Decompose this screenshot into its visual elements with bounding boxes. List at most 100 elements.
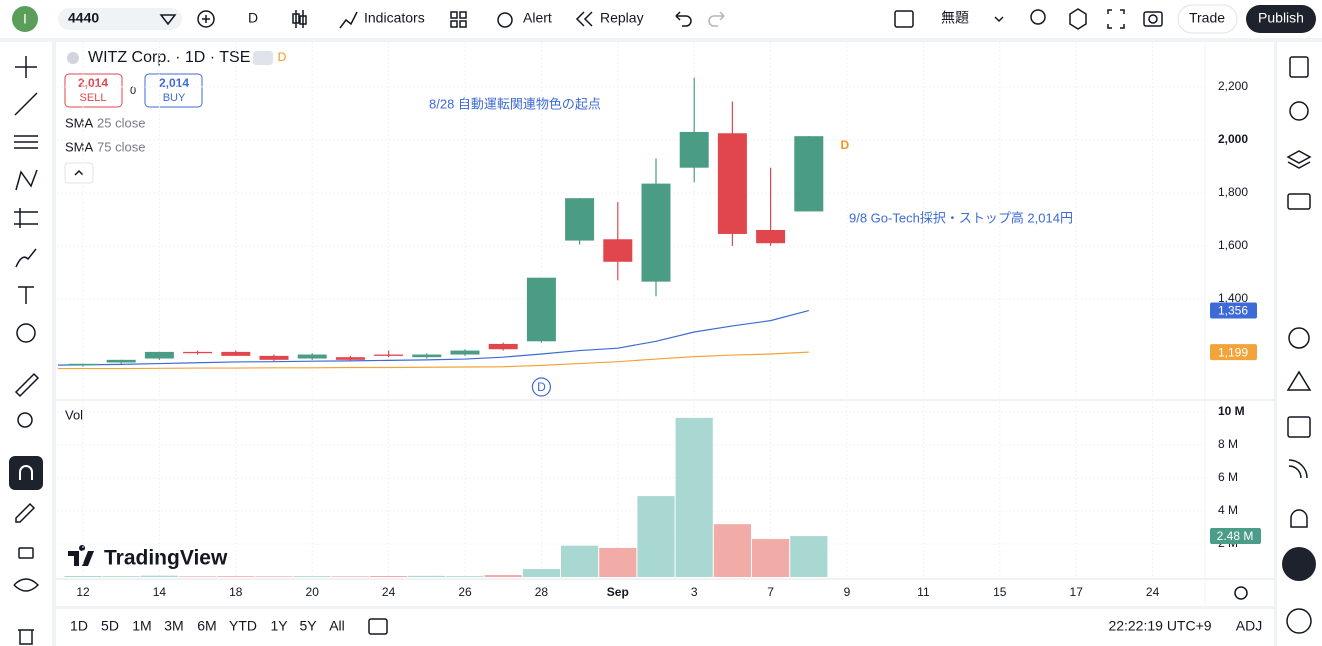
trade-button[interactable] bbox=[1177, 4, 1238, 34]
range-button[interactable]: 1D bbox=[70, 618, 88, 634]
volume-bar bbox=[790, 536, 828, 577]
candle-body bbox=[488, 343, 518, 350]
brush-tool[interactable] bbox=[15, 248, 37, 268]
layout-chevron[interactable] bbox=[994, 16, 1004, 23]
goto-date[interactable] bbox=[368, 618, 388, 635]
collapse-icon bbox=[74, 169, 84, 176]
candle-body bbox=[221, 351, 251, 356]
volume-bar bbox=[255, 576, 293, 577]
snapshot-icon[interactable] bbox=[1143, 11, 1163, 27]
price-tag bbox=[1210, 528, 1261, 545]
snapshot-lens bbox=[1148, 14, 1158, 24]
quick-search-icon[interactable] bbox=[1030, 9, 1046, 25]
spread: 0 bbox=[130, 85, 136, 97]
replay-button[interactable]: Replay bbox=[600, 10, 644, 26]
hide-tool[interactable] bbox=[13, 578, 40, 592]
event-marker-label: D bbox=[537, 380, 546, 394]
fib-tool[interactable] bbox=[14, 135, 38, 149]
volume-bar bbox=[331, 576, 369, 577]
calendar-panel[interactable] bbox=[1287, 416, 1311, 438]
delete-tool[interactable] bbox=[18, 629, 34, 645]
chat-panel[interactable] bbox=[1287, 193, 1311, 210]
candle-body bbox=[106, 359, 136, 363]
range-button[interactable]: YTD bbox=[229, 618, 257, 634]
settings-icon[interactable] bbox=[1069, 8, 1087, 30]
watchlist-panel[interactable] bbox=[1289, 56, 1309, 78]
watchlist-icon[interactable] bbox=[159, 14, 177, 26]
range-button[interactable]: 1Y bbox=[270, 618, 288, 634]
sell-label: SELL bbox=[80, 92, 107, 104]
range-button[interactable]: 3M bbox=[164, 618, 183, 634]
apps-panel[interactable] bbox=[1282, 547, 1316, 581]
volume-bar bbox=[522, 569, 560, 577]
range-button[interactable]: 1M bbox=[132, 618, 151, 634]
notifications-panel[interactable] bbox=[1290, 509, 1308, 528]
symbol-search[interactable] bbox=[58, 8, 182, 30]
templates-icon[interactable] bbox=[450, 11, 467, 28]
range-button[interactable]: All bbox=[329, 618, 345, 634]
x-tick-label: 17 bbox=[1070, 585, 1084, 599]
magnet-tool[interactable] bbox=[9, 456, 43, 490]
news-panel[interactable] bbox=[1288, 459, 1308, 479]
chart-type-icon[interactable] bbox=[292, 10, 307, 28]
y-tick-label: 1,400 bbox=[1218, 291, 1248, 305]
candle-body bbox=[756, 229, 786, 244]
candle-body bbox=[297, 354, 327, 359]
emoji-tool[interactable] bbox=[16, 323, 36, 343]
layout-name[interactable]: 無題 bbox=[941, 10, 969, 26]
range-button[interactable]: 6M bbox=[197, 618, 216, 634]
candle-body bbox=[412, 354, 442, 358]
price-tag bbox=[1210, 344, 1257, 361]
sell-button[interactable] bbox=[64, 73, 123, 108]
interval[interactable]: D bbox=[248, 10, 258, 26]
layout-icon[interactable] bbox=[894, 10, 914, 28]
annotation: 9/8 Go-Tech採択・ストップ高 2,014円 bbox=[849, 210, 1073, 225]
forecast-tool[interactable] bbox=[14, 208, 38, 228]
zoom-tool[interactable] bbox=[17, 412, 33, 428]
buy-price: 2,014 bbox=[159, 76, 189, 90]
y-tick-label: 4 M bbox=[1218, 503, 1238, 517]
compare-icon[interactable] bbox=[197, 10, 215, 28]
range-button[interactable]: 5Y bbox=[299, 618, 317, 634]
legend-title: WITZ Corp. · 1D · TSE bbox=[88, 49, 250, 66]
undo[interactable] bbox=[675, 11, 692, 27]
publish-button[interactable] bbox=[1246, 5, 1316, 33]
magnet-icon bbox=[19, 465, 33, 480]
candle-body bbox=[259, 355, 289, 360]
lock-tool[interactable] bbox=[18, 547, 34, 559]
help-panel[interactable] bbox=[1286, 608, 1312, 634]
event-marker[interactable] bbox=[531, 377, 552, 397]
collapse-legend[interactable] bbox=[64, 162, 94, 184]
candle-body bbox=[603, 239, 633, 262]
pattern-tool[interactable] bbox=[15, 169, 38, 191]
compare-plus bbox=[202, 15, 210, 23]
crosshair-tool[interactable] bbox=[15, 56, 37, 78]
streams-panel[interactable] bbox=[1286, 370, 1312, 391]
range-button[interactable]: 5D bbox=[101, 618, 119, 634]
symbol-logo bbox=[67, 52, 79, 64]
avatar-letter: I bbox=[23, 11, 27, 27]
redo[interactable] bbox=[708, 11, 725, 27]
trendline-tool[interactable] bbox=[14, 92, 38, 116]
fullscreen-icon[interactable] bbox=[1107, 9, 1125, 29]
ideas-panel[interactable] bbox=[1288, 327, 1310, 349]
alert-icon bbox=[497, 12, 513, 28]
left-toolbar bbox=[0, 42, 52, 646]
adjust-toggle[interactable]: ADJ bbox=[1236, 618, 1262, 634]
price-tag-label: 1,356 bbox=[1218, 304, 1248, 318]
x-tick-label: 26 bbox=[458, 585, 472, 599]
candle-body bbox=[144, 351, 174, 359]
alert-button[interactable]: Alert bbox=[523, 10, 552, 26]
alerts-panel[interactable] bbox=[1289, 101, 1309, 121]
stay-drawing-tool[interactable] bbox=[15, 502, 36, 523]
indicator-params: 25 close bbox=[97, 115, 145, 130]
candle-body bbox=[641, 183, 671, 282]
candle-body bbox=[335, 357, 365, 360]
indicators-button[interactable]: Indicators bbox=[364, 10, 425, 26]
layers-panel[interactable] bbox=[1286, 150, 1312, 169]
trade-label: Trade bbox=[1189, 10, 1225, 26]
avatar[interactable] bbox=[12, 6, 38, 32]
axis-settings[interactable] bbox=[1234, 586, 1248, 600]
measure-tool[interactable] bbox=[14, 372, 40, 398]
text-tool[interactable] bbox=[18, 286, 34, 304]
